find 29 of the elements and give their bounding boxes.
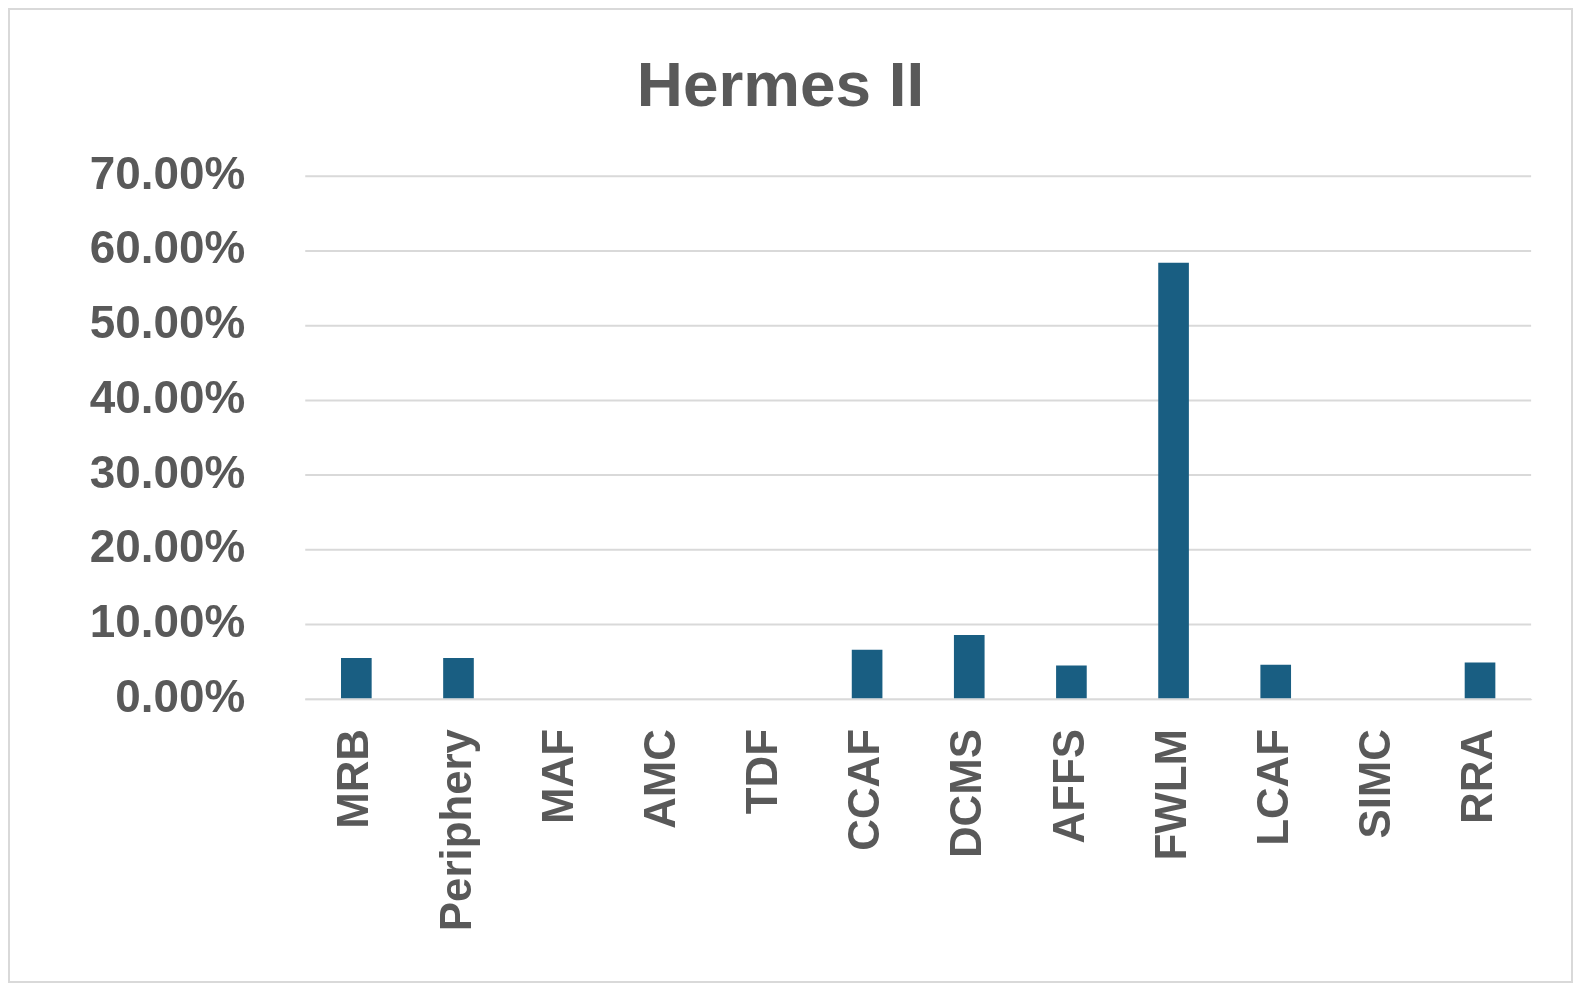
x-tick-label: LCAF (1247, 729, 1297, 846)
y-tick-label: 30.00% (89, 446, 246, 498)
y-tick-label: 50.00% (89, 297, 246, 349)
bar (953, 634, 985, 699)
x-tick-label: RRA (1452, 729, 1502, 824)
y-tick-label: 0.00% (115, 670, 246, 722)
y-tick-label: 60.00% (89, 222, 246, 274)
bar (341, 658, 372, 699)
x-tick-label: MAF (532, 729, 582, 824)
x-tick-label: MRB (328, 729, 378, 829)
x-tick-label: FWLM (1145, 729, 1195, 861)
bar (1260, 664, 1292, 699)
y-tick-label: 10.00% (89, 596, 246, 648)
bar (1056, 665, 1087, 699)
bar (1464, 662, 1496, 699)
x-tick-label: DCMS (941, 729, 991, 859)
x-tick-label: Periphery (430, 728, 480, 932)
y-tick-label: 20.00% (89, 521, 246, 573)
x-tick-label: TDF (737, 729, 787, 815)
y-tick-label: 40.00% (89, 371, 246, 423)
bar (851, 649, 883, 699)
y-tick-label: 70.00% (89, 147, 246, 199)
x-tick-label: CCAF (839, 729, 889, 851)
x-tick-label: SIMC (1349, 729, 1399, 839)
bar (1158, 262, 1189, 699)
chart-title: Hermes II (636, 47, 925, 120)
x-tick-label: AFFS (1043, 729, 1093, 844)
bar (443, 658, 474, 699)
x-tick-label: AMC (634, 729, 684, 829)
